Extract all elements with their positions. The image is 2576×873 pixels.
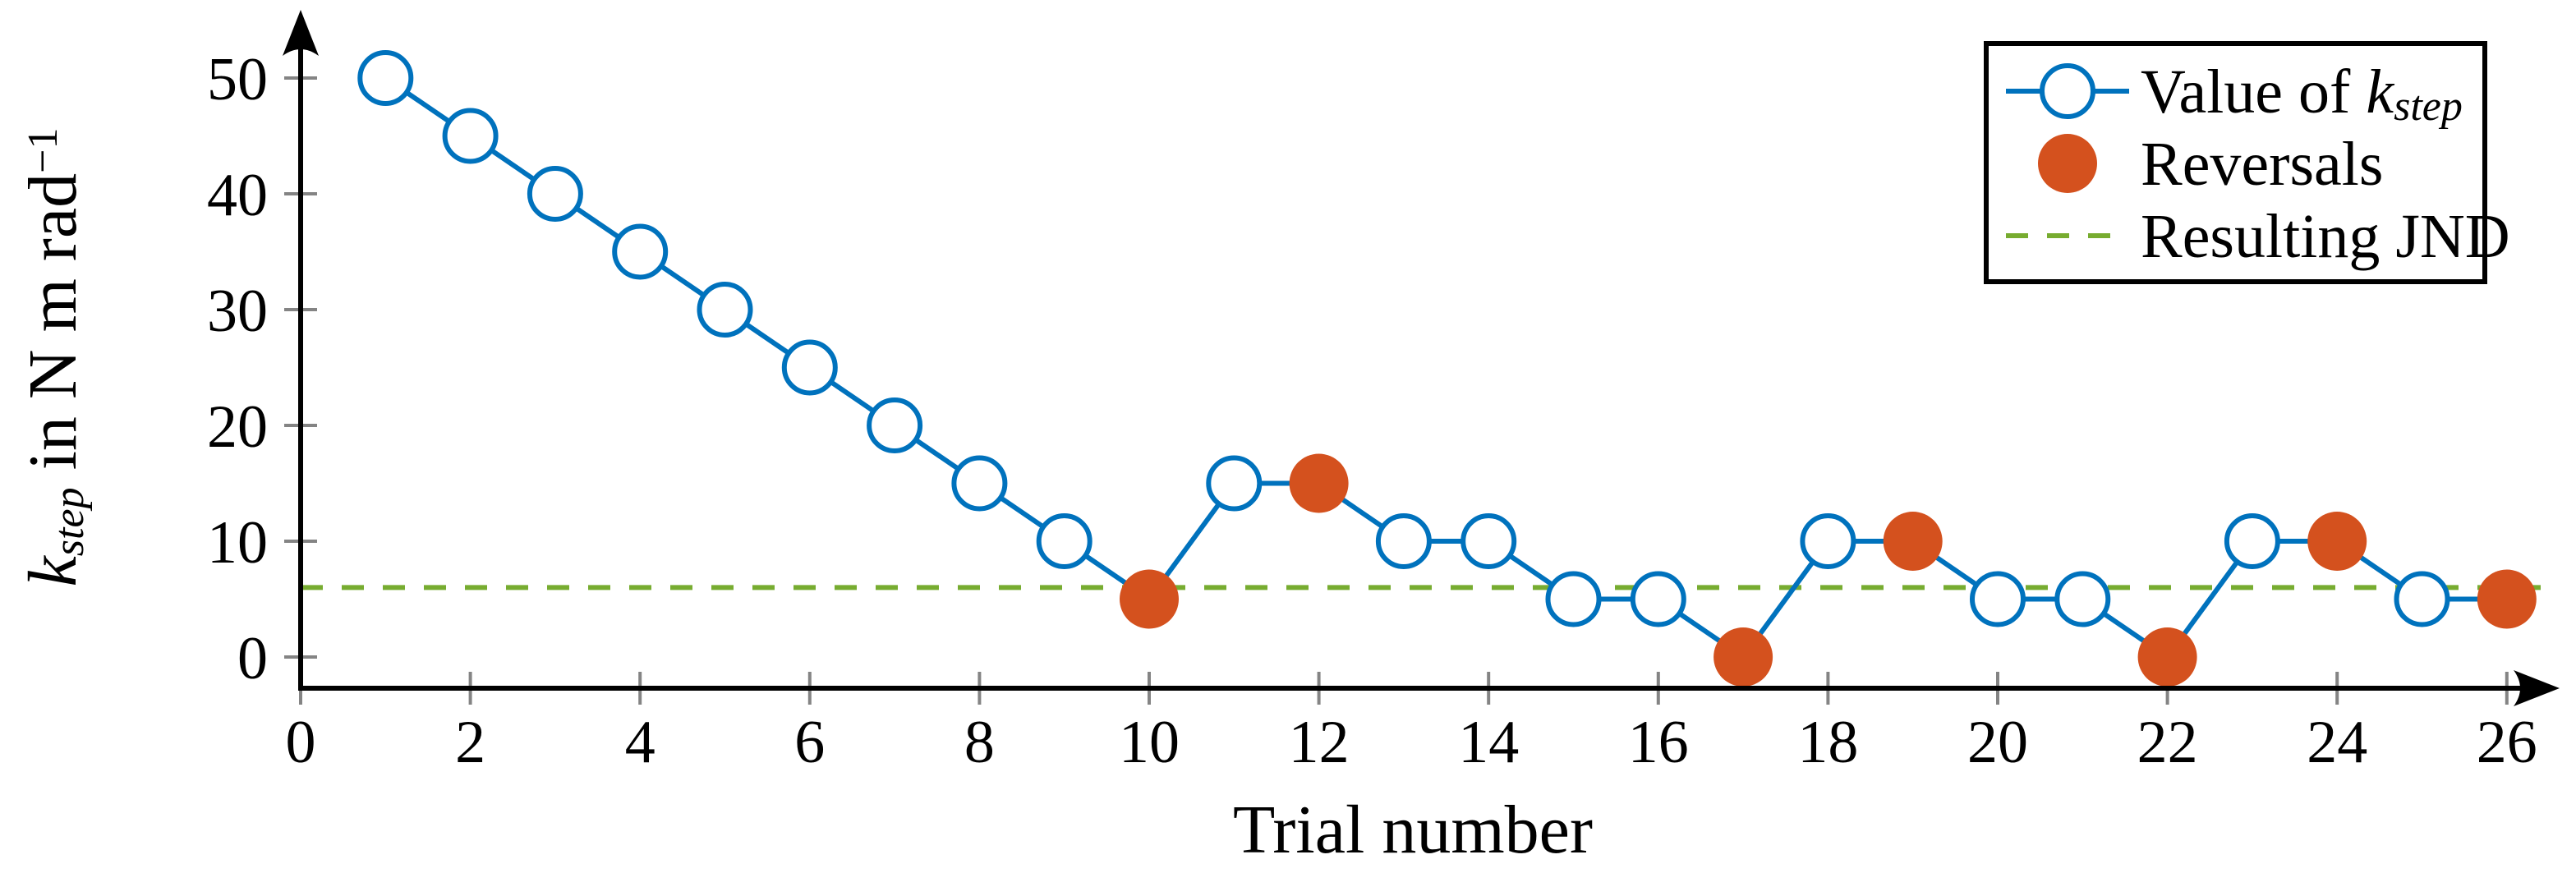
x-tick-label: 2	[455, 709, 485, 776]
data-point-marker	[527, 166, 583, 222]
legend-item-kstep: Value of kstep	[2006, 57, 2463, 130]
x-tick-label: 8	[964, 709, 995, 776]
series-layer	[357, 50, 2537, 687]
y-tick-label: 40	[207, 162, 268, 229]
axes	[283, 10, 2560, 706]
reversal-marker	[1289, 453, 1349, 513]
x-tick-label: 6	[794, 709, 825, 776]
x-axis-arrow-icon	[2514, 670, 2560, 706]
x-tick-label: 4	[625, 709, 656, 776]
data-point-marker	[1630, 571, 1686, 627]
data-point-marker	[1970, 571, 2026, 627]
x-tick-label: 14	[1458, 709, 1519, 776]
data-point-marker	[781, 339, 838, 396]
legend-item-reversals: Reversals	[2038, 130, 2383, 199]
x-tick-label: 26	[2477, 709, 2537, 776]
data-point-marker	[1460, 513, 1517, 569]
y-tick-label: 30	[207, 278, 268, 345]
y-tick-label: 10	[207, 509, 268, 577]
data-point-marker	[2054, 571, 2111, 627]
x-tick-label: 18	[1797, 709, 1858, 776]
y-tick-label: 50	[207, 46, 268, 113]
x-tick-label: 22	[2137, 709, 2198, 776]
legend-label-kstep: Value of kstep	[2141, 57, 2463, 130]
data-point-marker	[1206, 455, 1263, 512]
data-point-marker	[612, 223, 669, 280]
legend-open-circle-icon	[2040, 63, 2095, 119]
x-tick-label: 24	[2307, 709, 2367, 776]
reversal-marker	[1714, 627, 1773, 687]
data-point-marker	[1545, 571, 1602, 627]
legend-label-reversals: Reversals	[2141, 130, 2383, 199]
data-point-marker	[951, 455, 1008, 512]
x-tick-label: 20	[1967, 709, 2028, 776]
y-axis-arrow-icon	[283, 10, 319, 56]
legend-reversal-marker-icon	[2038, 134, 2097, 193]
x-tick-label: 16	[1628, 709, 1689, 776]
legend-label-jnd: Resulting JND	[2141, 202, 2510, 271]
y-tick-label: 0	[237, 625, 268, 692]
x-tick-label: 10	[1119, 709, 1180, 776]
data-point-marker	[1375, 513, 1432, 569]
reversal-marker	[2477, 569, 2537, 629]
data-point-marker	[1036, 513, 1092, 569]
data-point-marker	[1800, 513, 1856, 569]
x-tick-label: 12	[1289, 709, 1350, 776]
y-axis-label: kstep in N m rad−1	[15, 128, 93, 587]
data-point-marker	[2224, 513, 2280, 569]
reversal-marker	[1883, 512, 1943, 571]
y-tick-label: 20	[207, 393, 268, 461]
reversal-marker	[1120, 569, 1179, 629]
legend: Value of kstep Reversals Resulting JND	[1984, 41, 2510, 284]
x-axis-label: Trial number	[1233, 792, 1593, 868]
data-point-marker	[442, 108, 499, 164]
legend-item-jnd: Resulting JND	[2006, 202, 2510, 271]
data-point-marker	[2394, 571, 2450, 627]
reversal-marker	[2137, 627, 2197, 687]
data-point-marker	[867, 397, 923, 453]
x-tick-label: 0	[286, 709, 316, 776]
reversal-marker	[2307, 512, 2367, 571]
data-point-marker	[697, 282, 753, 338]
data-point-marker	[357, 50, 414, 106]
